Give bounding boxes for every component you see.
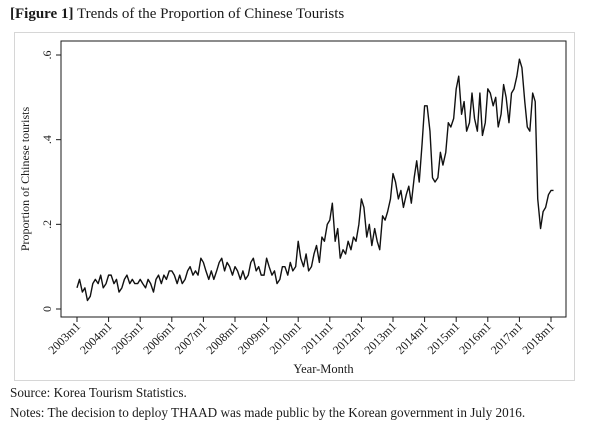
plot-frame <box>60 40 567 318</box>
figure-title-text: Trends of the Proportion of Chinese Tour… <box>76 6 345 22</box>
line-chart: 0.2.4.6 2003m12004m12005m12006m12007m120… <box>18 40 567 376</box>
x-tick-label: 2011m1 <box>299 319 336 356</box>
y-tick-label: .4 <box>40 135 54 144</box>
y-tick-label: .2 <box>40 220 54 229</box>
x-tick-label: 2007m1 <box>172 319 210 357</box>
figure-tag: [Figure 1] <box>10 6 74 22</box>
x-tick-label: 2009m1 <box>235 319 273 357</box>
chart-panel: 0.2.4.6 2003m1 2004m1 2005m1 2006m1 2007m1 20… <box>14 32 575 381</box>
figure-title: [Figure 1] Trends of the Proportion of C… <box>10 6 344 23</box>
x-axis-label: Year-Month <box>293 362 354 376</box>
x-tick-label: 2017m1 <box>488 319 526 357</box>
y-tick-label: .6 <box>40 51 54 60</box>
x-tick-label: 2008m1 <box>203 319 241 357</box>
x-tick-label: 2004m1 <box>77 319 115 357</box>
notes-text: Notes: The decision to deploy THAAD was … <box>10 405 526 420</box>
x-tick-label: 2014m1 <box>393 319 431 357</box>
y-axis-label: Proportion of Chinese tourists <box>18 107 32 252</box>
y-axis: 0 .2 .4 .6 <box>40 51 61 312</box>
x-axis: 2003m12004m12005m12006m12007m12008m12009… <box>45 317 557 357</box>
x-tick-label: 2015m1 <box>425 319 463 357</box>
x-tick-label: 2006m1 <box>140 319 178 357</box>
x-tick-label: 2005m1 <box>109 319 147 357</box>
x-tick-label: 2012m1 <box>330 319 368 357</box>
y-tick-label: 0 <box>40 306 54 312</box>
x-tick-label: 2013m1 <box>361 319 399 357</box>
series-line <box>76 58 554 302</box>
x-tick-label: 2016m1 <box>456 319 494 357</box>
source-note: Source: Korea Tourism Statistics. <box>10 385 187 400</box>
x-tick-label: 2010m1 <box>267 319 305 357</box>
x-tick-label: 2018m1 <box>519 319 557 357</box>
x-tick-label: 2003m1 <box>45 319 83 357</box>
